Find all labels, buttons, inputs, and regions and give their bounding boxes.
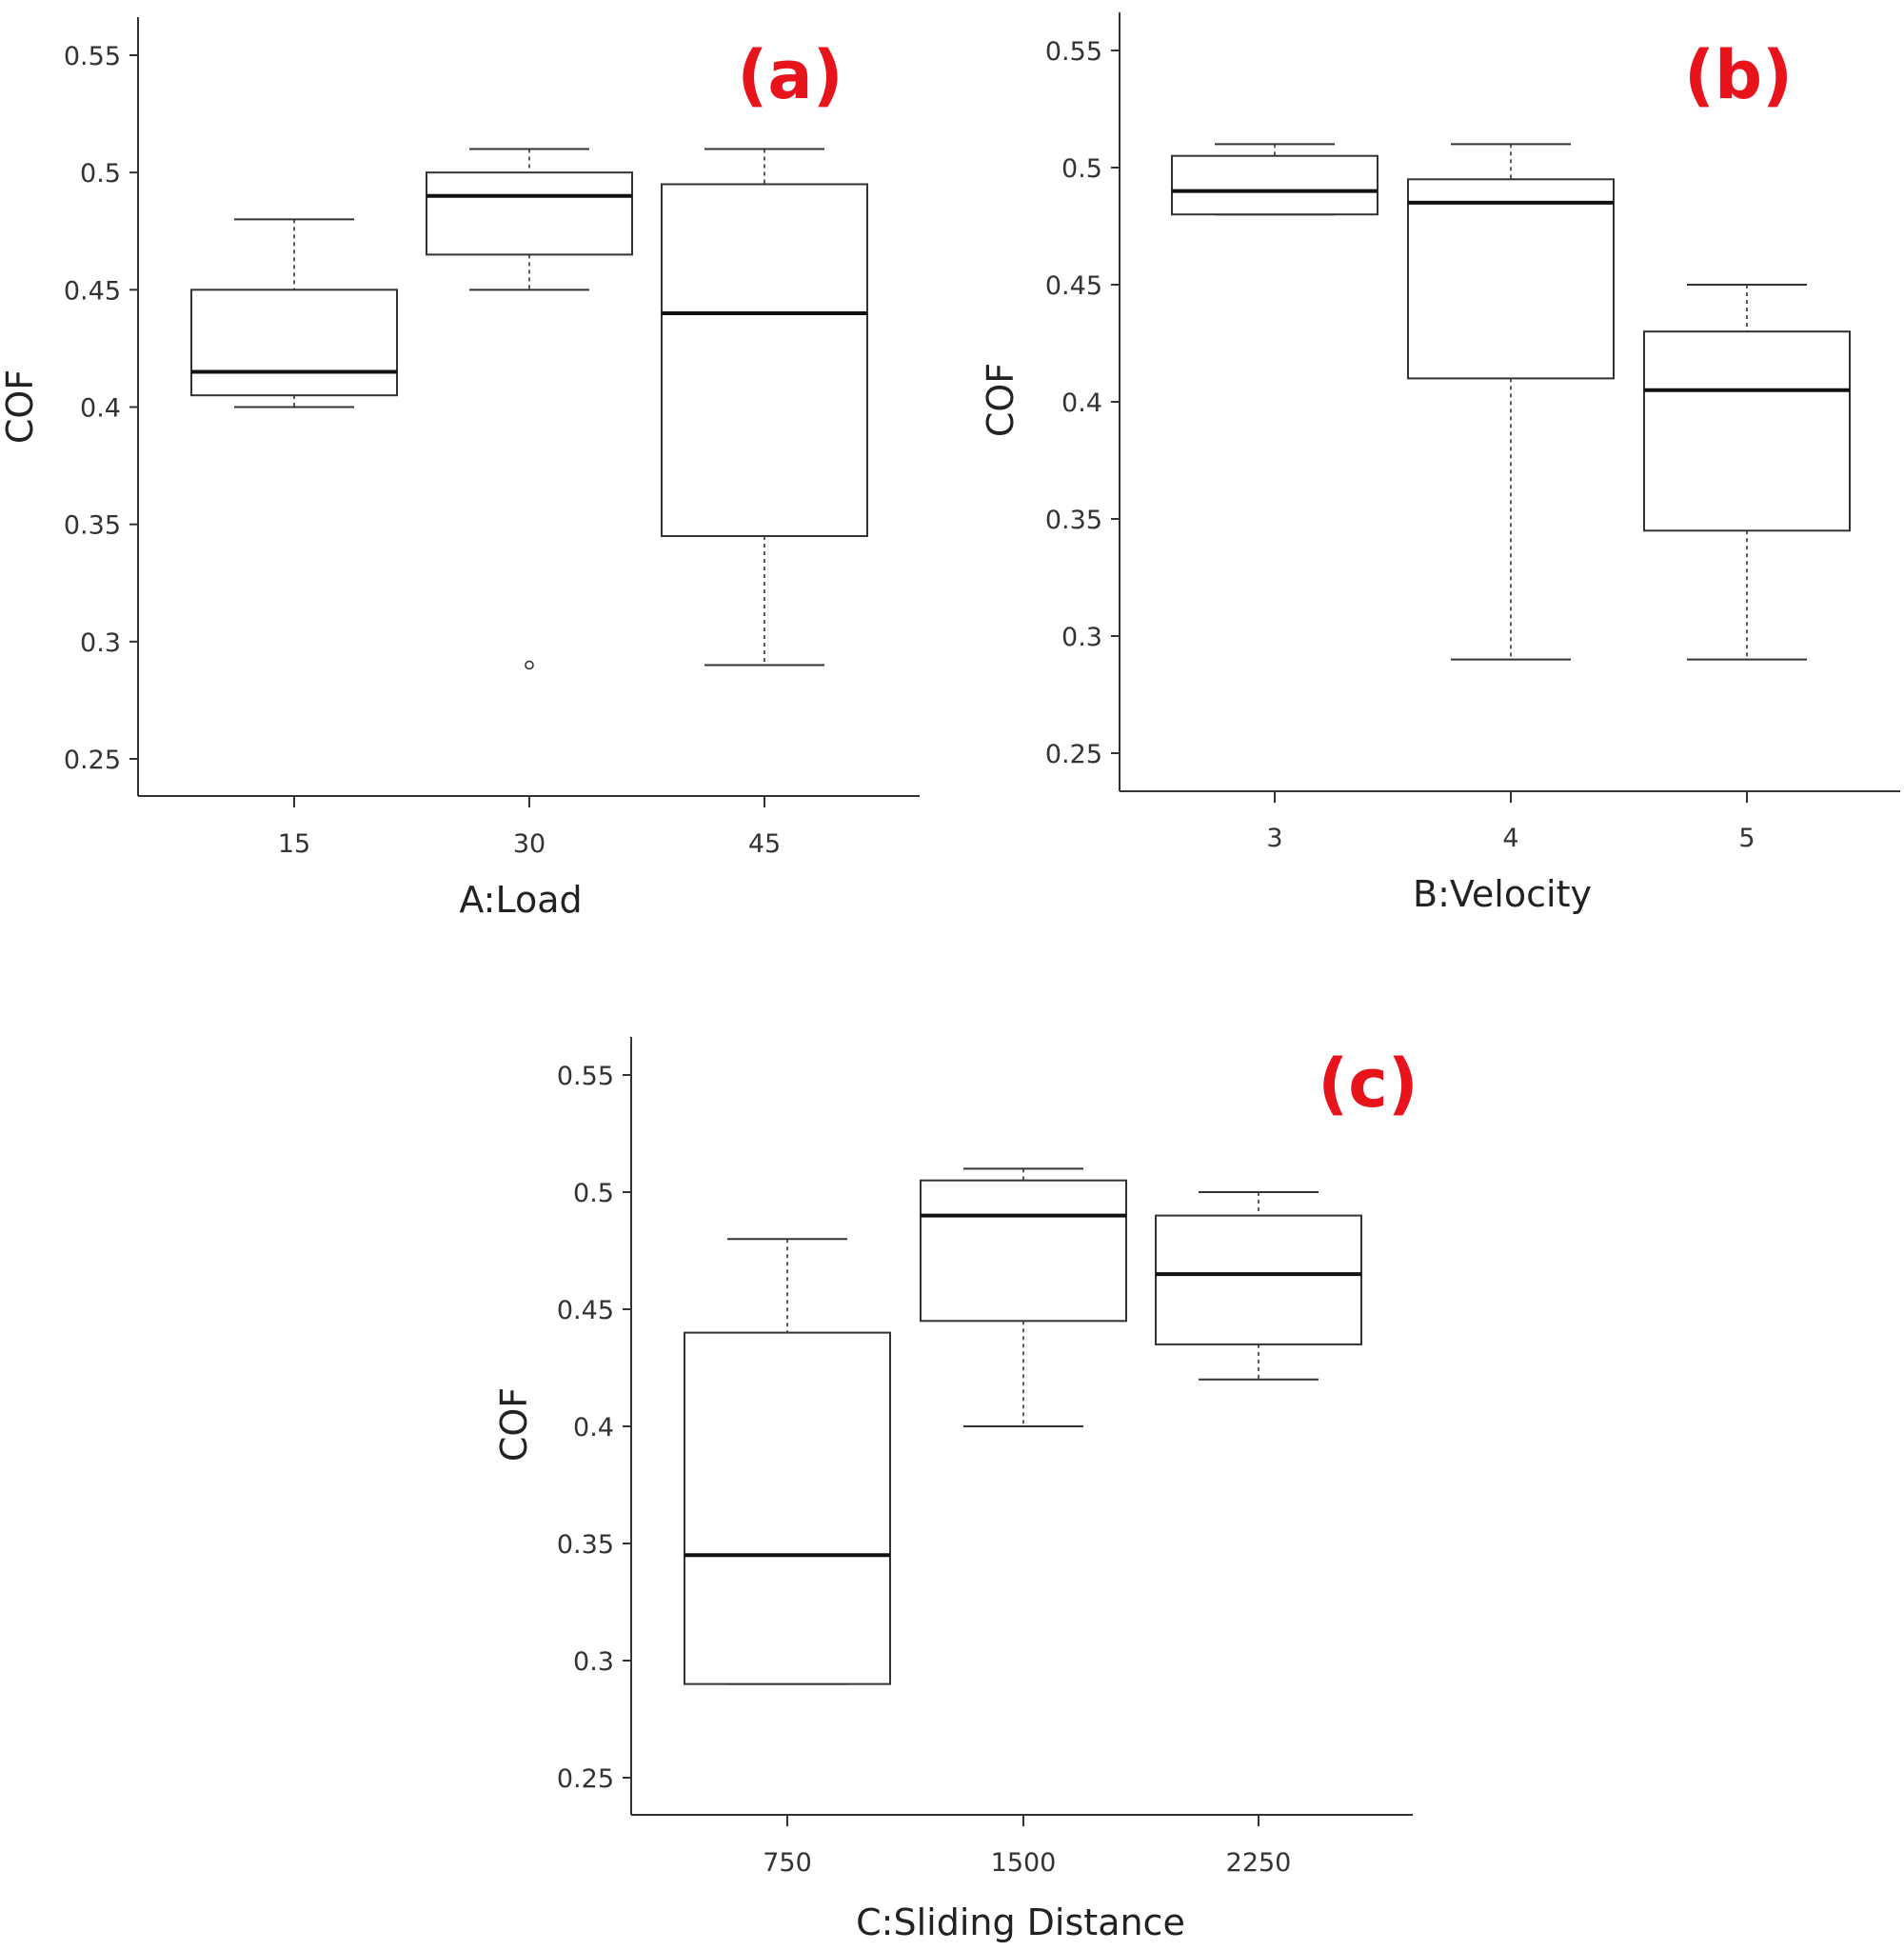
panel-b-y-tick-label: 0.25	[1045, 740, 1102, 769]
outlier-point	[525, 660, 534, 670]
panel-b-x-tick-label: 4	[1502, 824, 1518, 853]
panel-a-box-30	[426, 148, 633, 670]
panel-b-box-4	[1407, 143, 1615, 661]
panel-a: 0.25 0.3 0.35 0.4 0.45 0.5 0.55 15 30 45 (a) A:Lo…	[0, 17, 920, 921]
panel-a-x-axis-title: A:Load	[459, 879, 582, 921]
panel-c-x-tick-label: 1500	[991, 1848, 1057, 1878]
panel-c-y-tick-label: 0.3	[573, 1647, 614, 1677]
panel-b-y-tick-label: 0.5	[1061, 154, 1102, 184]
panel-c-y-tick-label: 0.45	[557, 1296, 614, 1325]
panel-c-plot-area: 0.25 0.3 0.35 0.4 0.45 0.5 0.55 750 1500 2250	[557, 1037, 1413, 1878]
panel-a-y-tick-label: 0.55	[64, 42, 121, 71]
panel-c-x-tick-label: 2250	[1226, 1848, 1292, 1878]
iqr-box	[1643, 330, 1851, 532]
panel-c-box-1500	[920, 1167, 1127, 1427]
panel-c-x-axis-title: C:Sliding Distance	[856, 1901, 1185, 1943]
panel-a-x-tick-label: 45	[748, 829, 781, 859]
panel-c-y-tick-label: 0.55	[557, 1062, 614, 1091]
panel-c-box-2250	[1155, 1191, 1362, 1381]
panel-a-y-tick-label: 0.25	[64, 746, 121, 775]
panel-b-label: (b)	[1684, 36, 1793, 114]
iqr-box	[1155, 1214, 1362, 1345]
panel-b-y-tick-label: 0.35	[1045, 506, 1102, 535]
panel-c-label: (c)	[1318, 1045, 1418, 1123]
panel-c-x-tick-label: 750	[763, 1848, 812, 1878]
panel-b-box-5	[1643, 284, 1851, 661]
iqr-box	[190, 289, 398, 397]
panel-b-box-3	[1171, 143, 1378, 216]
panel-a-y-tick-label: 0.4	[80, 394, 121, 424]
iqr-box	[684, 1331, 891, 1685]
panel-c-y-tick-label: 0.25	[557, 1764, 614, 1794]
panel-a-y-axis-title: COF	[0, 369, 41, 444]
panel-a-x-tick-label: 15	[278, 829, 310, 859]
iqr-box	[920, 1179, 1127, 1323]
iqr-box	[1407, 178, 1615, 380]
panel-b-x-tick-label: 3	[1266, 824, 1282, 853]
panel-b-y-axis-title: COF	[980, 363, 1021, 437]
panel-a-plot-area: 0.25 0.3 0.35 0.4 0.45 0.5 0.55 15 30 45	[64, 17, 920, 859]
panel-c-y-axis-title: COF	[493, 1387, 535, 1462]
panel-c-box-750	[684, 1238, 891, 1685]
panel-b-plot-area: 0.25 0.3 0.35 0.4 0.45 0.5 0.55 3 4 5	[1045, 12, 1900, 853]
panel-a-box-15	[190, 218, 398, 408]
panel-c: 0.25 0.3 0.35 0.4 0.45 0.5 0.55 750 1500 2250 (c)…	[493, 1037, 1418, 1943]
panel-b-y-tick-label: 0.45	[1045, 271, 1102, 301]
panel-a-y-tick-label: 0.35	[64, 511, 121, 541]
panel-b-x-tick-label: 5	[1738, 824, 1755, 853]
panel-b-y-tick-label: 0.3	[1061, 623, 1102, 652]
panel-a-y-tick-label: 0.3	[80, 628, 121, 658]
panel-c-y-tick-label: 0.35	[557, 1530, 614, 1560]
panel-c-y-tick-label: 0.4	[573, 1413, 614, 1443]
panel-b-x-axis-title: B:Velocity	[1413, 873, 1592, 915]
panel-b-y-tick-label: 0.4	[1061, 388, 1102, 418]
panel-a-y-tick-label: 0.5	[80, 159, 121, 189]
panel-c-y-tick-label: 0.5	[573, 1179, 614, 1208]
panel-a-label: (a)	[737, 36, 843, 114]
panel-b: 0.25 0.3 0.35 0.4 0.45 0.5 0.55 3 4 5 (b) B:Veloc…	[980, 12, 1900, 915]
iqr-box	[1171, 154, 1378, 216]
iqr-box	[426, 171, 633, 256]
panel-a-y-tick-label: 0.45	[64, 276, 121, 306]
panel-b-y-tick-label: 0.55	[1045, 37, 1102, 67]
iqr-box	[661, 183, 868, 537]
panel-a-x-tick-label: 30	[513, 829, 545, 859]
panel-a-box-45	[661, 148, 868, 667]
